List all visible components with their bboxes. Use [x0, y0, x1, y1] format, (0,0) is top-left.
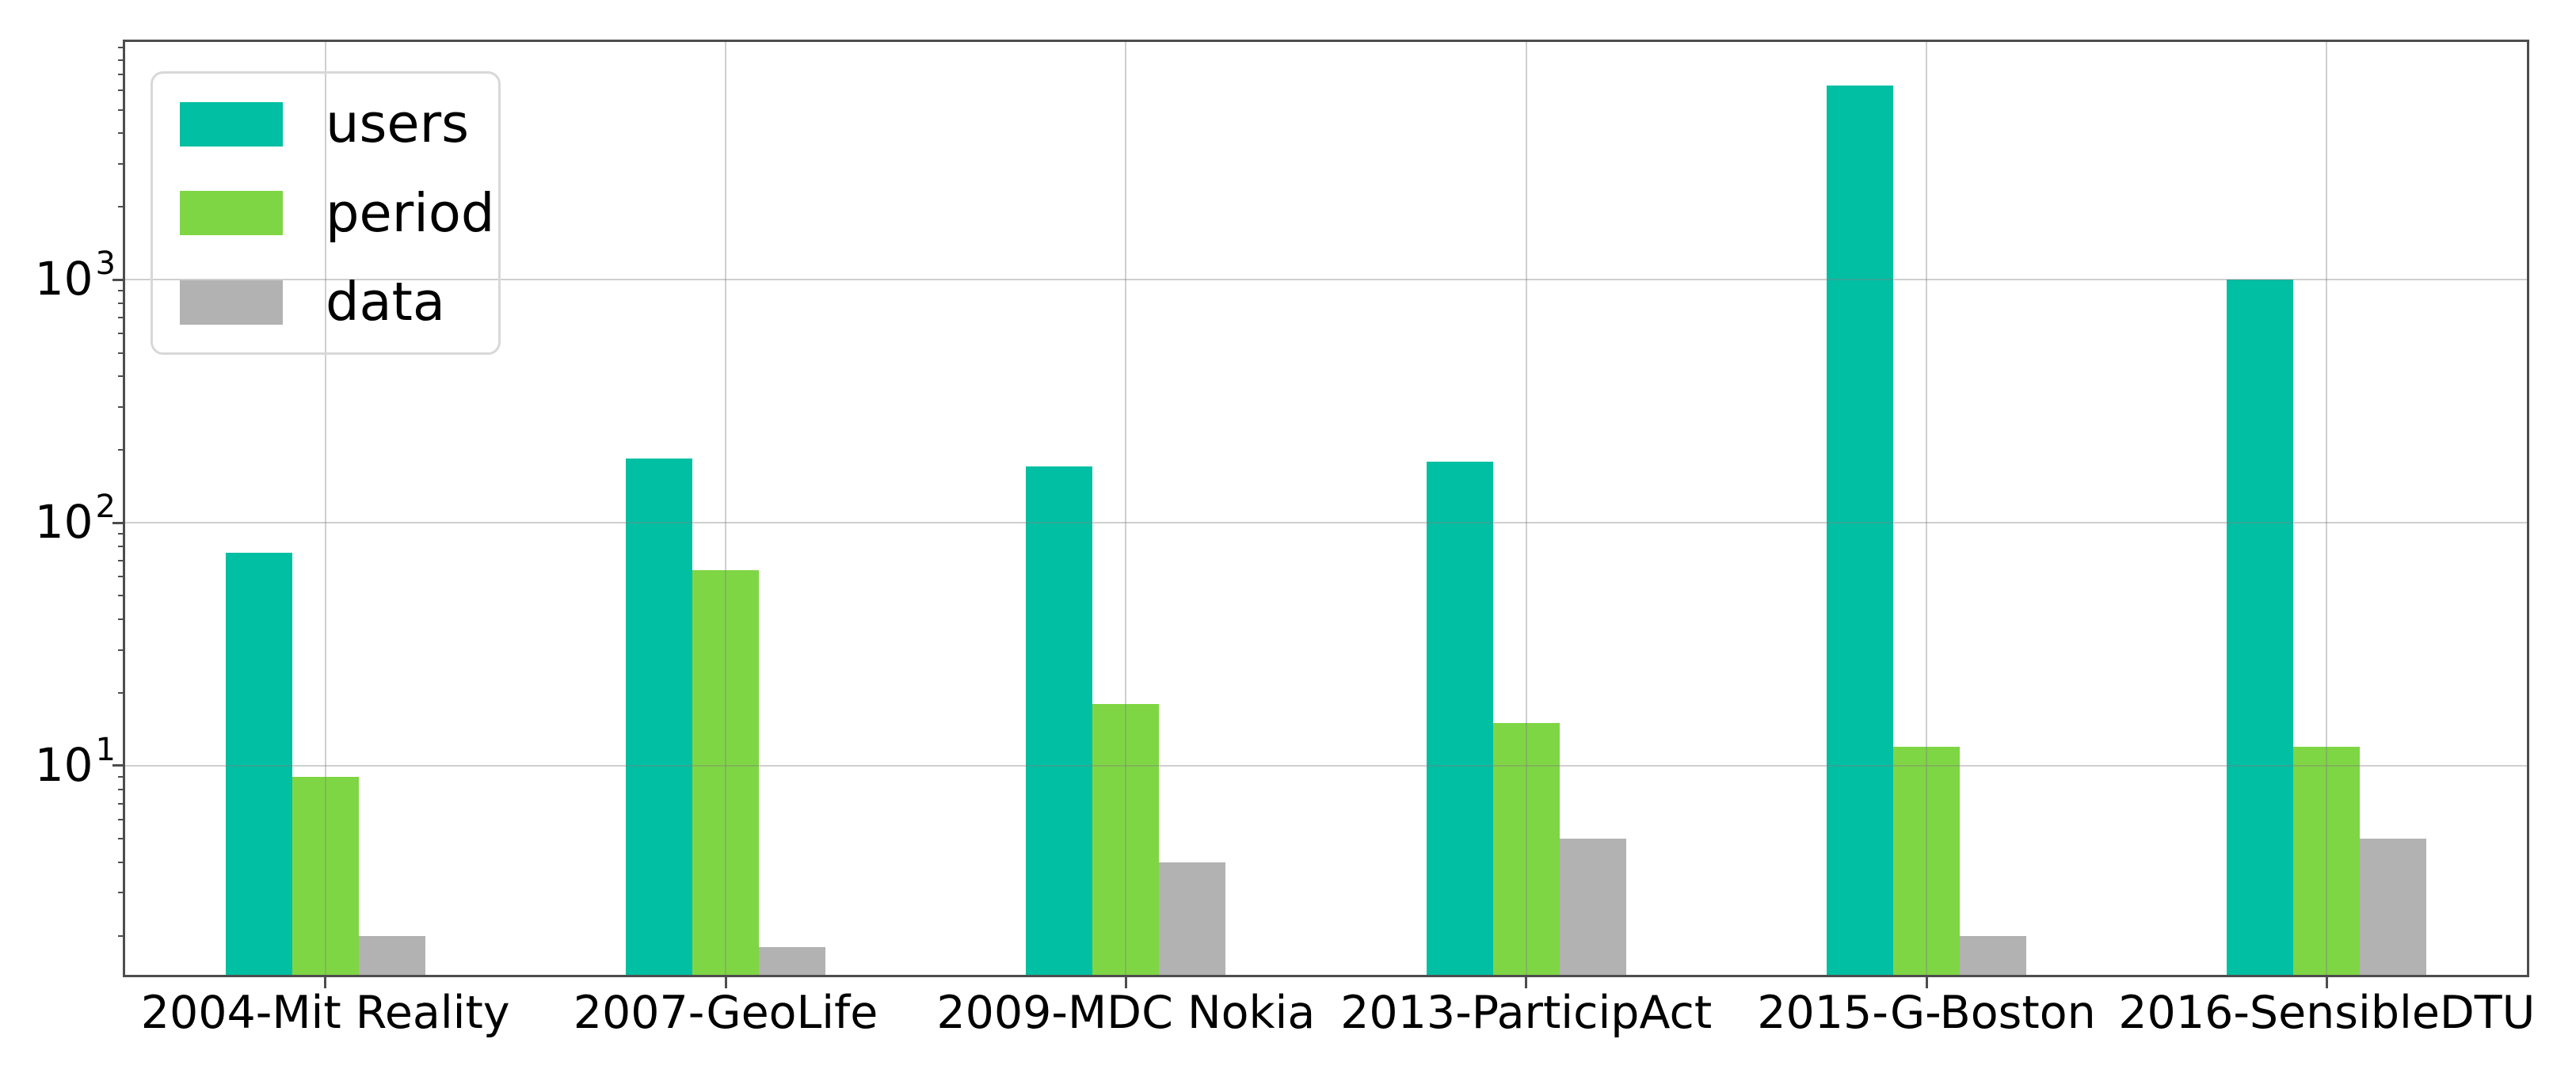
- y-minor-tick: [118, 108, 125, 111]
- y-minor-tick: [118, 302, 125, 304]
- y-minor-tick: [118, 73, 125, 75]
- legend-label-period: period: [326, 181, 495, 244]
- bar-period-3: [1492, 722, 1560, 975]
- legend-item-period: period: [180, 186, 494, 240]
- y-minor-tick: [118, 618, 125, 621]
- y-tick-label-base: 10: [34, 251, 93, 306]
- bar-data-1: [759, 946, 825, 975]
- y-tick-label-10e2: 102: [0, 491, 116, 545]
- y-minor-tick: [118, 352, 125, 354]
- y-tick-label-exponent: 1: [95, 731, 116, 768]
- bar-users-5: [2227, 280, 2294, 975]
- y-minor-tick: [118, 649, 125, 651]
- y-minor-tick: [118, 892, 125, 894]
- y-minor-tick: [118, 576, 125, 578]
- y-major-tick-10e1: [112, 764, 125, 767]
- x-tick-label-5: 2016-SensibleDTU: [2118, 987, 2536, 1039]
- y-minor-tick: [118, 595, 125, 597]
- x-tick-label-2: 2009-MDC Nokia: [936, 987, 1316, 1039]
- bar-data-4: [1960, 935, 2026, 975]
- x-tick-5: [2325, 977, 2328, 988]
- y-minor-tick: [118, 205, 125, 207]
- y-major-tick-10e2: [112, 521, 125, 524]
- legend-label-users: users: [326, 93, 470, 154]
- y-minor-tick: [118, 132, 125, 135]
- legend-label-data: data: [326, 271, 445, 333]
- bar-period-0: [292, 777, 359, 975]
- h-gridline-10e2: [125, 522, 2527, 524]
- y-minor-tick: [118, 375, 125, 378]
- y-minor-tick: [118, 934, 125, 937]
- v-gridline-1: [725, 42, 726, 975]
- y-minor-tick: [118, 788, 125, 790]
- y-minor-tick: [118, 862, 125, 864]
- x-tick-0: [324, 977, 327, 988]
- y-minor-tick: [118, 448, 125, 451]
- bar-data-0: [358, 935, 425, 975]
- x-tick-1: [724, 977, 727, 988]
- bar-users-4: [1827, 85, 1893, 975]
- y-major-tick-10e3: [112, 278, 125, 281]
- bar-period-2: [1092, 703, 1160, 975]
- y-tick-label-10e3: 103: [0, 248, 116, 302]
- x-tick-label-0: 2004-Mit Reality: [140, 987, 510, 1039]
- y-minor-tick: [118, 533, 125, 535]
- bar-data-5: [2360, 839, 2427, 975]
- bar-data-3: [1559, 839, 1626, 975]
- legend-item-users: users: [180, 97, 471, 150]
- y-minor-tick: [118, 316, 125, 318]
- bar-period-4: [1893, 746, 1960, 975]
- y-minor-tick: [118, 59, 125, 61]
- y-minor-tick: [118, 838, 125, 840]
- x-tick-3: [1525, 977, 1528, 988]
- x-tick-label-4: 2015-G-Boston: [1757, 987, 2096, 1039]
- x-tick-2: [1124, 977, 1127, 988]
- legend-swatch-period: [180, 191, 283, 235]
- v-gridline-3: [1525, 42, 1527, 975]
- bar-users-2: [1026, 466, 1093, 975]
- legend-item-data: data: [180, 276, 471, 329]
- y-minor-tick: [118, 405, 125, 408]
- y-minor-tick: [118, 89, 125, 92]
- y-tick-label-base: 10: [34, 737, 93, 792]
- legend-swatch-users: [180, 101, 283, 147]
- bar-users-0: [225, 553, 292, 975]
- v-gridline-5: [2326, 42, 2328, 975]
- x-tick-label-3: 2013-ParticipAct: [1340, 987, 1713, 1039]
- y-tick-label-exponent: 3: [95, 245, 116, 282]
- y-minor-tick: [118, 802, 125, 805]
- y-minor-tick: [118, 162, 125, 165]
- v-gridline-4: [1926, 42, 1927, 975]
- y-tick-label-10e1: 101: [0, 734, 116, 788]
- y-minor-tick: [118, 559, 125, 561]
- y-minor-tick: [118, 333, 125, 335]
- h-gridline-10e1: [125, 764, 2527, 767]
- bar-data-2: [1159, 862, 1226, 975]
- y-tick-label-base: 10: [34, 494, 93, 549]
- x-tick-4: [1925, 977, 1928, 988]
- y-minor-tick: [118, 545, 125, 547]
- h-gridline-10e3: [125, 279, 2527, 281]
- y-minor-tick: [118, 290, 125, 292]
- bar-period-1: [692, 569, 759, 975]
- y-minor-tick: [118, 691, 125, 694]
- y-tick-label-exponent: 2: [95, 488, 116, 525]
- y-minor-tick: [118, 47, 125, 49]
- legend: users period data: [151, 71, 501, 355]
- legend-swatch-data: [180, 280, 283, 325]
- y-minor-tick: [118, 819, 125, 821]
- y-minor-tick: [118, 776, 125, 778]
- bar-users-1: [626, 459, 692, 975]
- v-gridline-2: [1125, 42, 1127, 975]
- v-gridline-0: [324, 42, 326, 975]
- bar-period-5: [2293, 746, 2361, 975]
- bar-users-3: [1426, 462, 1493, 975]
- x-tick-label-1: 2007-GeoLife: [573, 987, 878, 1039]
